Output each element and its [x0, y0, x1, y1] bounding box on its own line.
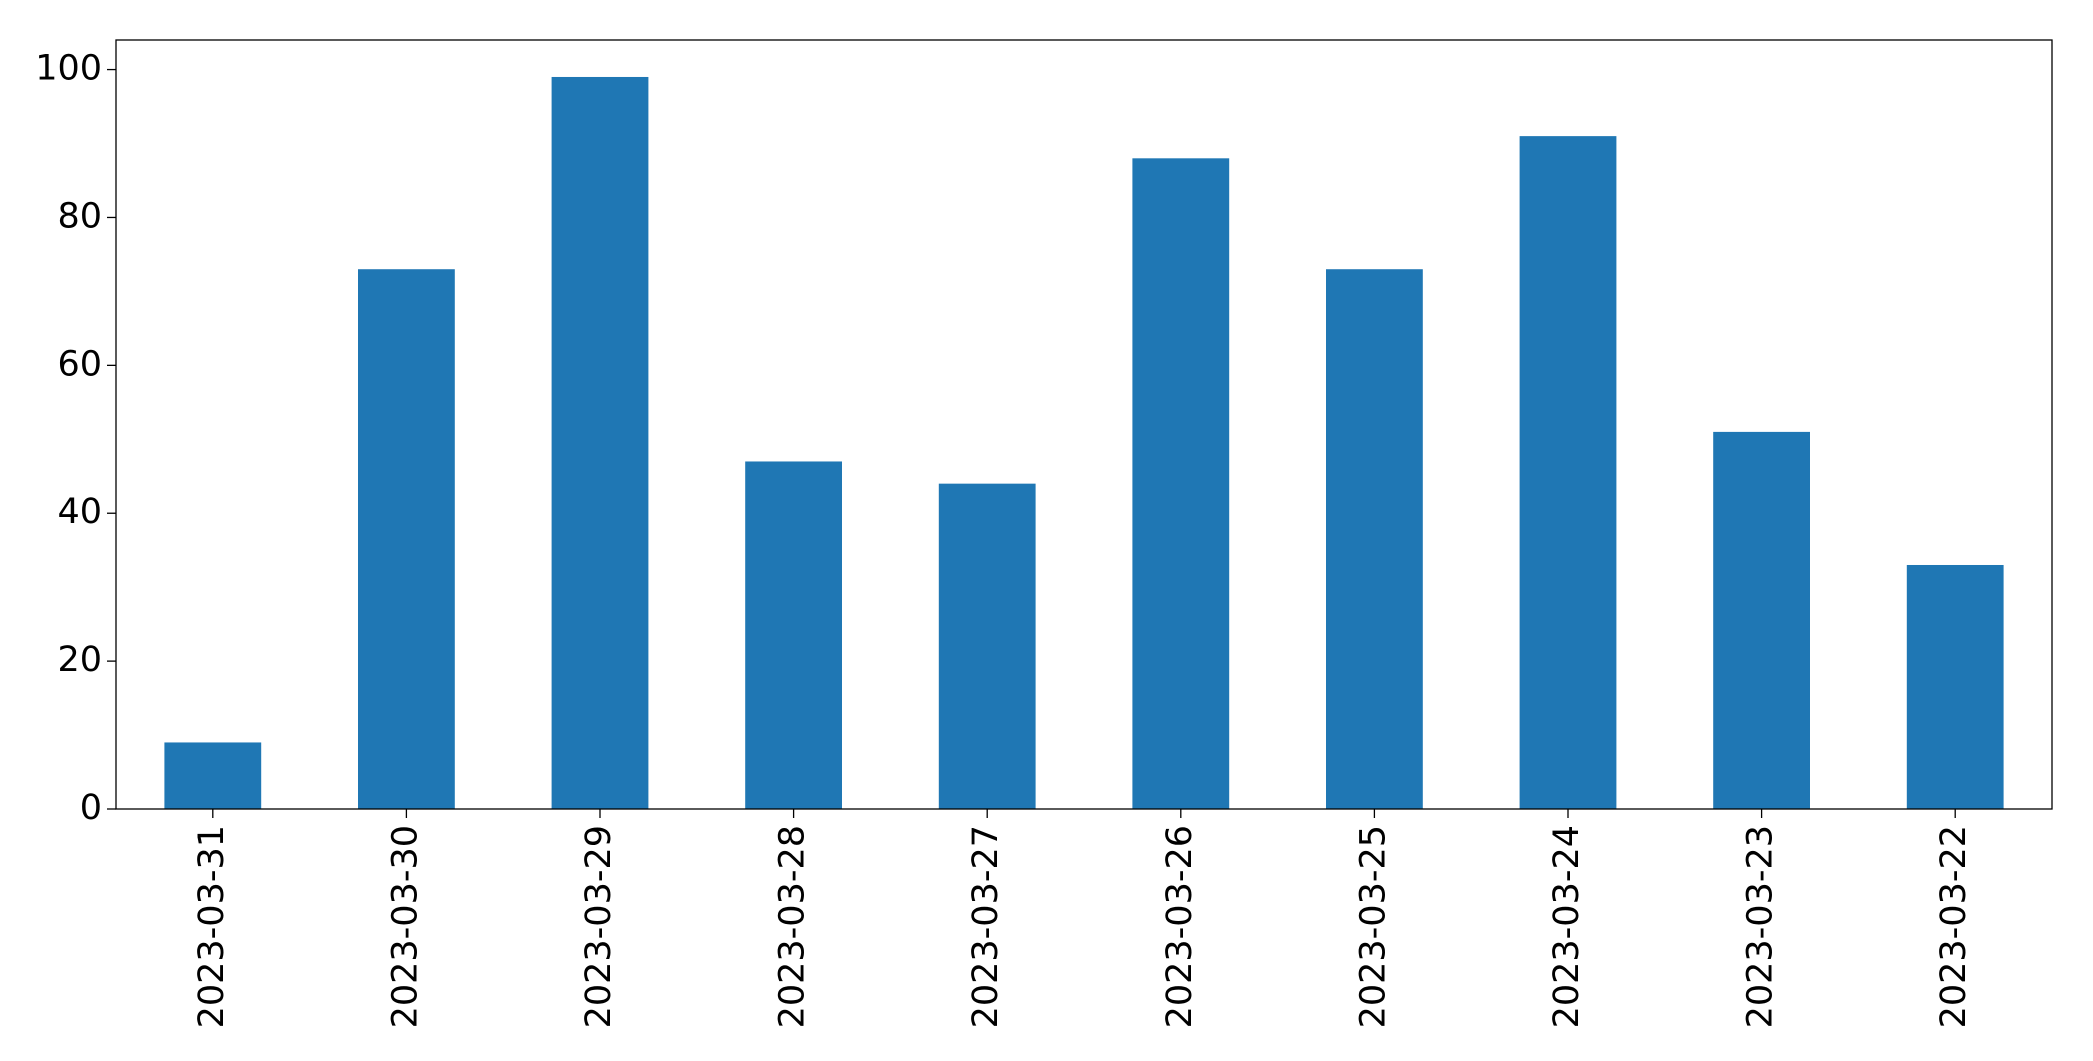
y-tick-label: 80 — [57, 196, 102, 236]
x-tick-label: 2023-03-28 — [773, 825, 813, 1028]
x-tick-label: 2023-03-26 — [1160, 825, 1200, 1028]
bar — [1906, 564, 2004, 809]
y-tick-label: 40 — [57, 492, 102, 532]
x-tick-label: 2023-03-24 — [1547, 825, 1587, 1028]
x-tick-label: 2023-03-27 — [966, 825, 1006, 1028]
bar — [358, 269, 455, 809]
x-tick-label: 2023-03-29 — [579, 825, 619, 1028]
x-tick-label: 2023-03-23 — [1741, 825, 1781, 1028]
x-tick-label: 2023-03-31 — [192, 825, 232, 1028]
bar — [1326, 269, 1423, 809]
bar — [938, 483, 1036, 809]
x-tick-label: 2023-03-30 — [385, 825, 425, 1028]
x-tick-label: 2023-03-22 — [1934, 825, 1974, 1028]
bar — [551, 76, 649, 810]
plot-frame — [115, 39, 2053, 810]
y-tick-label: 100 — [35, 49, 102, 89]
bar — [1713, 431, 1810, 809]
bar — [164, 742, 262, 809]
y-tick-label: 20 — [57, 640, 102, 680]
bar — [745, 461, 842, 809]
bar — [1519, 136, 1617, 809]
y-tick-label: 0 — [80, 788, 102, 828]
y-tick-label: 60 — [57, 344, 102, 384]
x-tick-label: 2023-03-25 — [1353, 825, 1393, 1028]
bar — [1132, 158, 1230, 810]
